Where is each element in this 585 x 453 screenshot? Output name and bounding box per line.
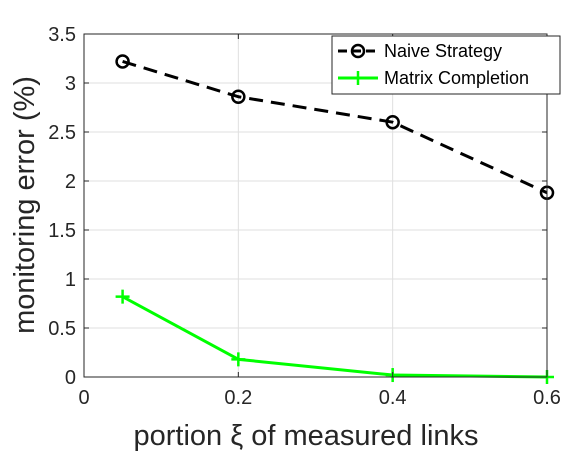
y-tick-label: 2	[65, 171, 76, 193]
data-point-naive-strategy	[115, 54, 130, 69]
data-point-naive-strategy	[385, 114, 400, 130]
legend-label-matrix-completion: Matrix Completion	[384, 68, 529, 88]
y-tick-label: 0	[65, 367, 76, 389]
y-tick-label: 0.5	[48, 318, 76, 340]
data-point-matrix-completion	[231, 352, 246, 367]
data-point-matrix-completion	[115, 289, 130, 304]
legend-box	[331, 35, 561, 95]
x-axis-title: portion ξ of measured links	[133, 420, 478, 452]
y-axis-title: monitoring error (%)	[9, 76, 41, 334]
legend-marker-matrix-completion	[351, 71, 365, 85]
data-point-naive-strategy	[231, 89, 246, 104]
y-tick-label: 3.5	[48, 24, 76, 46]
series-layer	[115, 54, 555, 384]
y-tick-label: 1.5	[48, 220, 76, 242]
plot-frame	[83, 33, 548, 378]
legend-label-naive-strategy: Naive Strategy	[384, 41, 502, 61]
x-tick-label: 0.6	[533, 387, 561, 409]
legend-marker-naive-strategy	[350, 43, 366, 59]
x-tick-label: 0	[78, 387, 89, 409]
y-tick-label: 1	[65, 269, 76, 291]
x-tick-label: 0.2	[224, 387, 252, 409]
axis-ticks: 0 0.2 0.4 0.6 0 0.5 1 1.5 2 2.5 3 3.5	[48, 24, 561, 409]
series-line-naive-strategy	[122, 60, 548, 195]
y-tick-label: 3	[65, 73, 76, 95]
legend-entries: Naive Strategy Matrix Completion	[338, 41, 529, 88]
x-tick-label: 0.4	[379, 387, 407, 409]
series-line-matrix-completion	[121, 295, 548, 379]
y-tick-label: 2.5	[48, 122, 76, 144]
legend: Naive Strategy Matrix Completion	[331, 35, 561, 95]
